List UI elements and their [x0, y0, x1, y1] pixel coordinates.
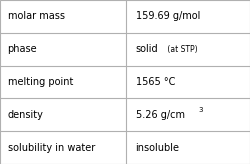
Text: solid: solid — [136, 44, 158, 54]
Text: density: density — [8, 110, 44, 120]
Text: 3: 3 — [199, 107, 203, 113]
Text: 1565 °C: 1565 °C — [136, 77, 175, 87]
Text: 159.69 g/mol: 159.69 g/mol — [136, 11, 200, 21]
Text: melting point: melting point — [8, 77, 73, 87]
Text: 5.26 g/cm: 5.26 g/cm — [136, 110, 184, 120]
Text: insoluble: insoluble — [136, 143, 180, 153]
Text: molar mass: molar mass — [8, 11, 64, 21]
Text: (at STP): (at STP) — [165, 45, 197, 54]
Text: phase: phase — [8, 44, 37, 54]
Text: solubility in water: solubility in water — [8, 143, 95, 153]
